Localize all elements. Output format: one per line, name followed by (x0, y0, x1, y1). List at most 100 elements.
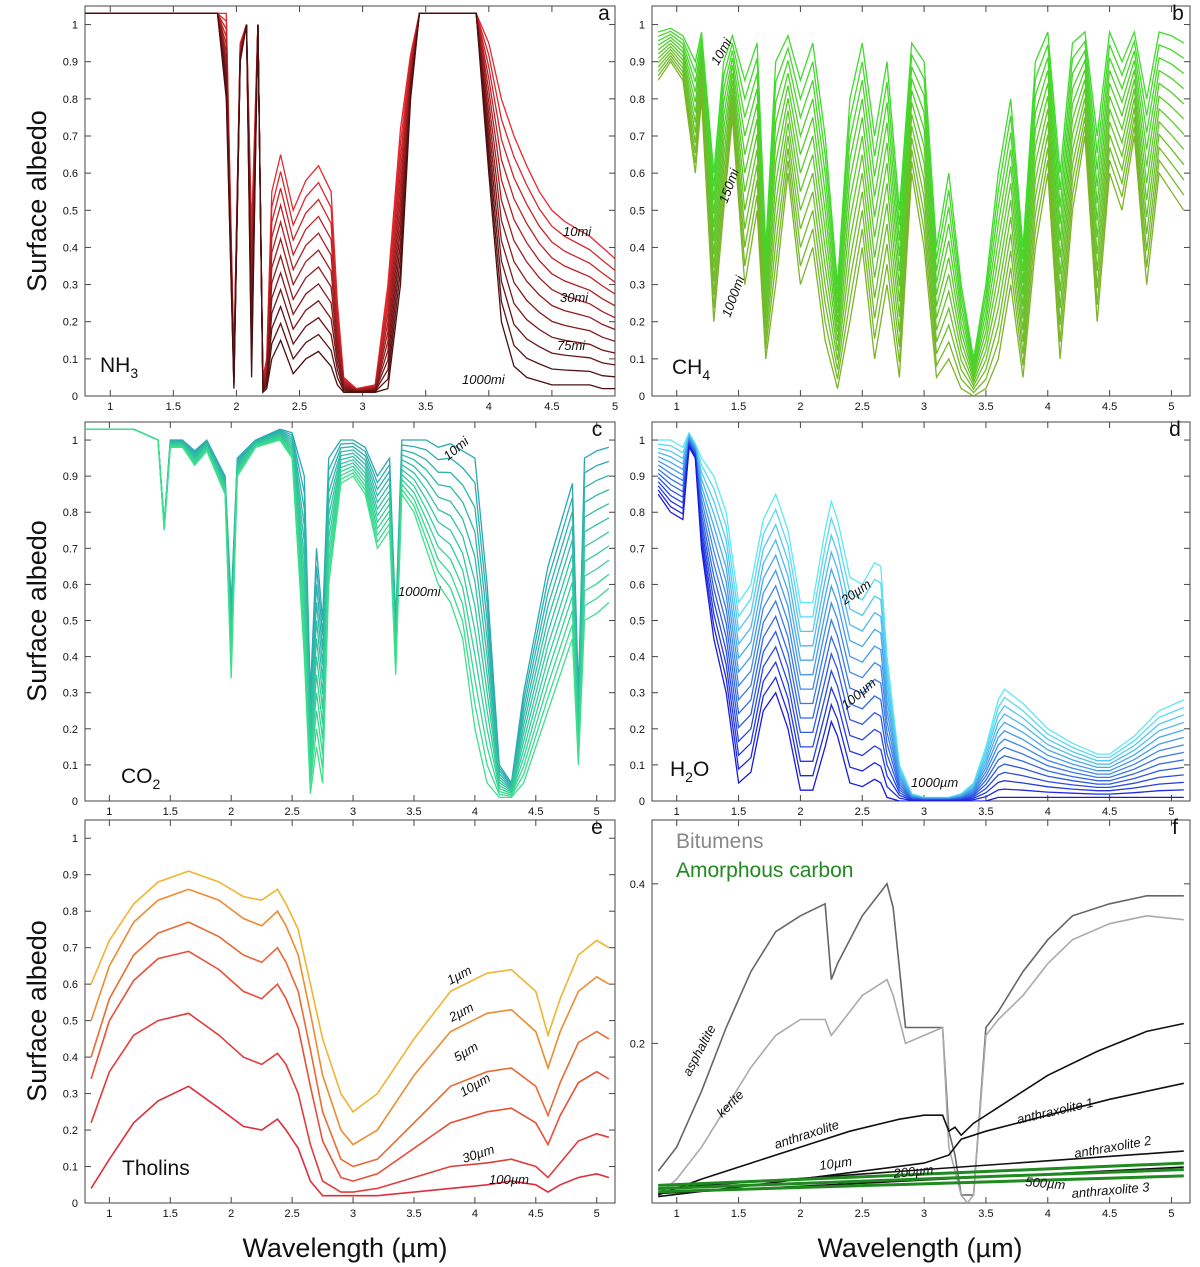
y-tick-label: 0.4 (63, 1052, 78, 1064)
x-tick-label: 1.5 (163, 806, 178, 818)
y-tick-label: 0.5 (63, 205, 78, 217)
y-tick-label: 0.3 (63, 1089, 78, 1101)
panel-letter: c (592, 418, 603, 441)
y-tick-label: 0.7 (63, 543, 78, 555)
x-tick-label: 2.5 (855, 401, 870, 413)
curve-annotation: 1000mi (398, 584, 442, 599)
x-tick-label: 3 (350, 1208, 356, 1220)
series-line (657, 1022, 1184, 1196)
panel-letter: f (1172, 816, 1178, 839)
x-tick-label: 2 (797, 806, 803, 818)
plot-area (85, 12, 615, 394)
legend-entry: Amorphous carbon (676, 859, 853, 882)
curve-annotation: 200µm (892, 1162, 935, 1181)
y-tick-label: 0.2 (630, 1038, 645, 1050)
y-tick-label: 0 (72, 1198, 78, 1210)
plot-area (657, 882, 1184, 1203)
series-line (85, 12, 615, 390)
y-tick-label: 0.6 (63, 979, 78, 991)
series-line (85, 428, 610, 796)
series-line (658, 431, 1185, 799)
series-line (90, 1085, 610, 1197)
curve-annotation: 10µm (818, 1154, 853, 1173)
curve-annotation: 1000mi (462, 372, 506, 387)
x-axis-label: Wavelength (µm) (817, 1233, 1022, 1263)
y-tick-label: 1 (639, 435, 645, 447)
x-tick-label: 4.5 (528, 806, 543, 818)
series-line (658, 432, 1185, 799)
x-tick-label: 4.5 (1102, 1208, 1117, 1220)
series-line (657, 33, 1185, 366)
x-tick-label: 3.5 (978, 1208, 993, 1220)
series-line (657, 60, 1185, 396)
series-line (85, 12, 615, 394)
plot-frame (651, 819, 1191, 1204)
panel-d: 1 1.5 2 2.5 3 3.5 4 4.5 5 0 0.1 0.2 0.3 0.4 0.5 0.6 0.7 0… (630, 418, 1191, 818)
curve-annotation: 5µm (451, 1039, 481, 1065)
series-line (657, 437, 1184, 800)
x-tick-label: 5 (1168, 806, 1174, 818)
plot-area (85, 428, 610, 799)
y-tick-label: 0.1 (630, 354, 645, 366)
y-tick-label: 1 (639, 20, 645, 32)
y-tick-label: 0.1 (63, 354, 78, 366)
panel-c: 1 1.5 2 2.5 3 3.5 4 4.5 5 0 0.1 0.2 0.3 0.4 0.5 0.6 0.7 0… (63, 418, 616, 818)
panel-a: 1 1.5 2 2.5 3 3.5 4 4.5 5 0 0.1 0.2 0.3 0.4 0.5 0.6 0.7 0… (63, 2, 618, 413)
y-tick-label: 0.4 (630, 652, 645, 664)
x-tick-label: 5 (594, 1208, 600, 1220)
series-line (657, 441, 1184, 801)
y-tick-label: 0.2 (630, 724, 645, 736)
x-tick-label: 3 (350, 806, 356, 818)
series-line (657, 36, 1185, 370)
x-tick-label: 5 (594, 806, 600, 818)
y-tick-label: 0.4 (63, 652, 78, 664)
x-tick-label: 5 (612, 401, 618, 413)
y-tick-label: 0.1 (63, 1162, 78, 1174)
x-tick-label: 2.5 (855, 1208, 870, 1220)
x-tick-label: 2.5 (284, 806, 299, 818)
curve-annotation: 500µm (1025, 1174, 1066, 1192)
x-tick-label: 5 (1168, 1208, 1174, 1220)
y-tick-label: 0 (72, 391, 78, 403)
material-label: CH4 (672, 356, 710, 383)
y-tick-label: 0.8 (630, 94, 645, 106)
y-tick-label: 0.9 (630, 57, 645, 69)
plot-area (90, 870, 610, 1197)
series-line (657, 914, 1184, 1203)
y-tick-label: 0.9 (63, 471, 78, 483)
y-tick-label: 0.2 (63, 724, 78, 736)
series-line (658, 1161, 1184, 1187)
plot-area (657, 27, 1185, 396)
curve-annotation: 10mi (563, 224, 592, 239)
y-axis-label: Surface albedo (22, 520, 52, 702)
x-tick-label: 3.5 (978, 401, 993, 413)
y-tick-label: 0.8 (63, 507, 78, 519)
y-tick-label: 0.7 (63, 943, 78, 955)
panel-e: 1 1.5 2 2.5 3 3.5 4 4.5 5 0 0.1 0.2 0.3 0.4 0.5 0.6 0.7 0… (63, 816, 616, 1220)
x-axis-label: Wavelength (µm) (242, 1233, 447, 1263)
series-line (657, 444, 1184, 801)
y-tick-label: 0.5 (630, 205, 645, 217)
series-line (90, 1012, 610, 1193)
curve-annotation: 1000mi (719, 273, 748, 319)
x-tick-label: 3 (921, 806, 927, 818)
x-tick-label: 3.5 (978, 806, 993, 818)
y-tick-label: 0.4 (63, 242, 78, 254)
series-line (657, 442, 1184, 801)
series-line (657, 54, 1185, 391)
y-tick-label: 0.3 (63, 280, 78, 292)
material-label: CO2 (121, 765, 161, 792)
x-tick-label: 3 (360, 401, 366, 413)
y-tick-label: 0.2 (63, 317, 78, 329)
x-tick-label: 2 (228, 1208, 234, 1220)
curve-annotation: 10µm (457, 1070, 493, 1099)
y-tick-label: 0.5 (63, 616, 78, 628)
y-tick-label: 0.6 (630, 579, 645, 591)
series-line (658, 1168, 1184, 1191)
x-tick-label: 1 (107, 401, 113, 413)
series-line (657, 434, 1185, 799)
curve-annotation: anthraxolite (772, 1117, 841, 1152)
series-line (657, 882, 1184, 1196)
y-tick-label: 0.9 (63, 870, 78, 882)
